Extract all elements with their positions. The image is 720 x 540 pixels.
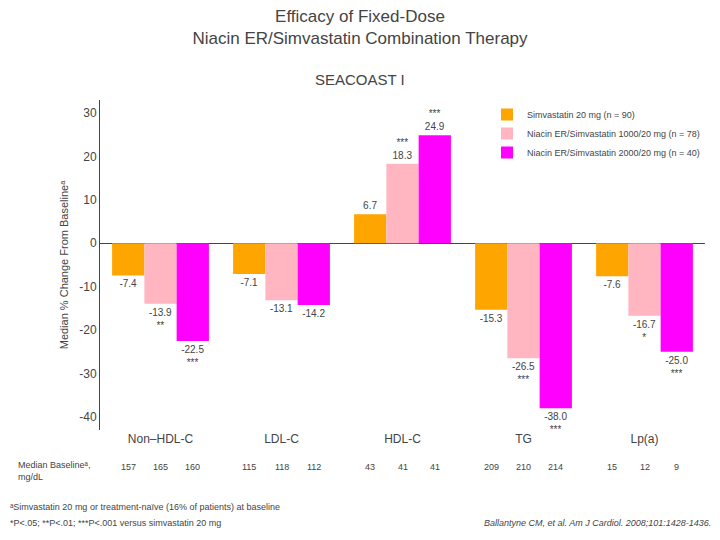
svg-text:118: 118 (275, 462, 289, 472)
svg-text:-30: -30 (79, 367, 97, 381)
svg-text:-10: -10 (79, 280, 97, 294)
svg-text:12: 12 (640, 462, 650, 472)
svg-text:LDL-C: LDL-C (264, 432, 299, 446)
svg-text:210: 210 (516, 462, 531, 472)
svg-text:-7.1: -7.1 (240, 277, 258, 288)
svg-text:HDL-C: HDL-C (384, 432, 421, 446)
svg-text:Non–HDL-C: Non–HDL-C (128, 432, 194, 446)
svg-text:157: 157 (121, 462, 136, 472)
svg-text:Efficacy of Fixed-DoseNiacin E: Efficacy of Fixed-DoseNiacin ER/Simvasta… (192, 7, 528, 48)
svg-text:-13.9**: -13.9** (149, 307, 172, 331)
svg-text:TG: TG (515, 432, 532, 446)
svg-text:115: 115 (242, 462, 256, 472)
svg-text:***18.3: ***18.3 (393, 137, 413, 161)
svg-text:Niacin ER/Simvastatin 2000/20: Niacin ER/Simvastatin 2000/20 mg (n = 40… (527, 148, 700, 158)
svg-text:214: 214 (548, 462, 563, 472)
svg-text:-7.4: -7.4 (119, 278, 137, 289)
svg-text:-14.2: -14.2 (302, 308, 325, 319)
svg-text:20: 20 (83, 150, 97, 164)
svg-text:Ballantyne CM, et al. Am J Car: Ballantyne CM, et al. Am J Cardiol. 2008… (484, 518, 711, 528)
svg-text:43: 43 (365, 462, 375, 472)
svg-text:Simvastatin 20 mg (n = 90): Simvastatin 20 mg (n = 90) (527, 110, 635, 120)
svg-text:Niacin ER/Simvastatin 1000/20: Niacin ER/Simvastatin 1000/20 mg (n = 78… (527, 129, 700, 139)
svg-text:-40: -40 (79, 410, 97, 424)
svg-text:-7.6: -7.6 (603, 279, 621, 290)
svg-text:15: 15 (607, 462, 617, 472)
svg-text:165: 165 (153, 462, 168, 472)
svg-text:Median Baselineᵃ,mg/dL: Median Baselineᵃ,mg/dL (18, 460, 90, 482)
svg-text:9: 9 (674, 462, 679, 472)
svg-text:-26.5***: -26.5*** (512, 361, 535, 385)
svg-text:-20: -20 (79, 323, 97, 337)
svg-text:Lp(a): Lp(a) (630, 432, 658, 446)
svg-text:6.7: 6.7 (363, 200, 377, 211)
svg-text:160: 160 (185, 462, 200, 472)
svg-text:30: 30 (83, 106, 97, 120)
svg-text:ᵃSimvastatin 20 mg or treatmen: ᵃSimvastatin 20 mg or treatment-naïve (1… (10, 502, 280, 512)
svg-text:-25.0***: -25.0*** (665, 355, 688, 379)
svg-text:41: 41 (430, 462, 440, 472)
svg-text:209: 209 (484, 462, 499, 472)
svg-text:Median % Change From Baselineᵃ: Median % Change From Baselineᵃ (58, 180, 70, 349)
svg-text:41: 41 (398, 462, 408, 472)
svg-text:-38.0***: -38.0*** (544, 411, 567, 435)
svg-text:-15.3: -15.3 (480, 313, 503, 324)
svg-text:-13.1: -13.1 (270, 303, 293, 314)
svg-text:-22.5***: -22.5*** (181, 344, 204, 368)
svg-text:***24.9: ***24.9 (425, 108, 445, 132)
svg-text:0: 0 (90, 236, 97, 250)
svg-text:10: 10 (83, 193, 97, 207)
svg-text:-16.7*: -16.7* (633, 319, 656, 343)
svg-text:SEACOAST I: SEACOAST I (315, 71, 405, 88)
svg-text:112: 112 (307, 462, 321, 472)
svg-text:*P<.05; **P<.01; ***P<.001 ver: *P<.05; **P<.01; ***P<.001 versus simvas… (10, 518, 221, 528)
